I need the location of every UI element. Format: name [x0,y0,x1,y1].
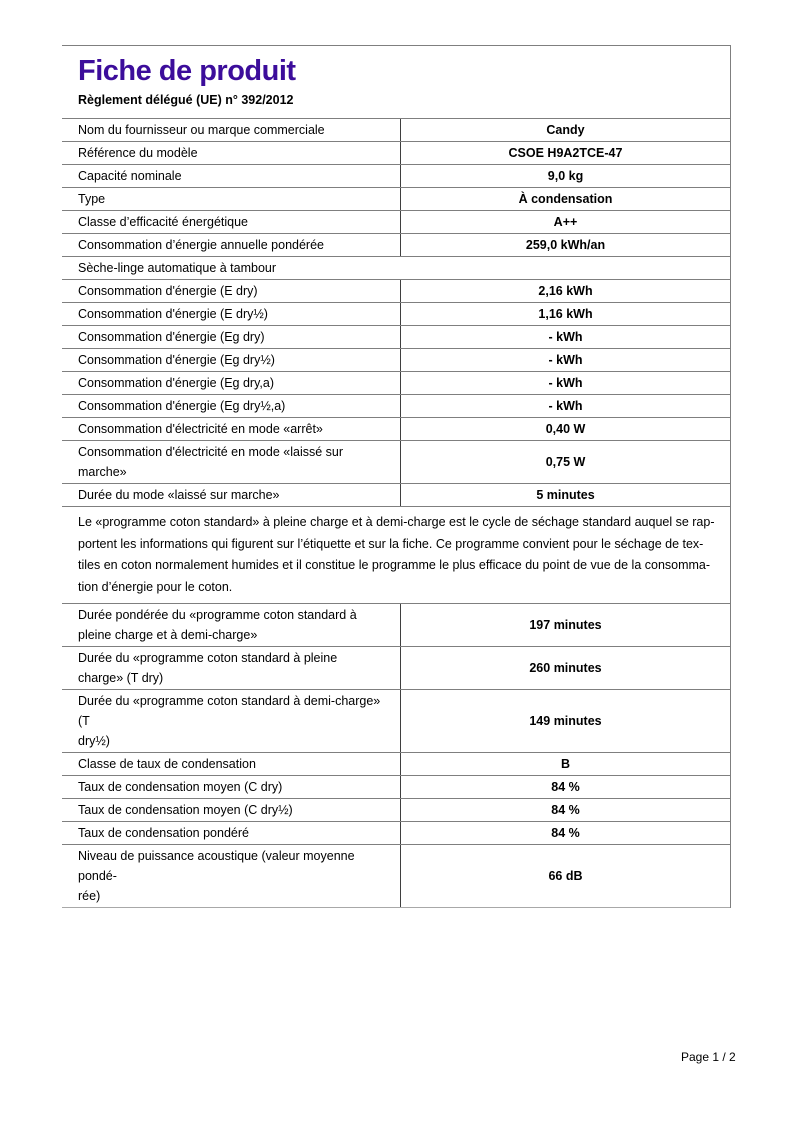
row-label: Consommation d’énergie annuelle pondérée [62,234,401,256]
row-label: Consommation d'électricité en mode «lais… [62,441,401,483]
row-label: Consommation d'énergie (E dry) [62,280,401,302]
row-label: Taux de condensation pondéré [62,822,401,844]
page-number: Page 1 / 2 [681,1050,736,1064]
row-value: 2,16 kWh [538,284,593,298]
row-label: Nom du fournisseur ou marque commerciale [62,119,401,141]
row-value: Candy [546,123,585,137]
row-value: 84 % [551,826,580,840]
row-label: Consommation d'énergie (Eg dry½,a) [62,395,401,417]
table-row: Nom du fournisseur ou marque commerciale… [62,119,730,142]
row-label: Consommation d'énergie (Eg dry) [62,326,401,348]
table-row: Durée du mode «laissé sur marche» 5 minu… [62,484,730,507]
table-row: Consommation d'énergie (E dry½) 1,16 kWh [62,303,730,326]
row-label: Niveau de puissance acoustique (valeur m… [62,845,401,907]
row-value: 1,16 kWh [538,307,593,321]
table-row: Classe de taux de condensation B [62,753,730,776]
row-value: 0,75 W [545,455,586,469]
row-label: Classe de taux de condensation [62,753,401,775]
row-value: CSOE H9A2TCE-47 [508,146,623,160]
row-label: Durée du «programme coton standard à ple… [62,647,401,689]
table-row: Taux de condensation pondéré 84 % [62,822,730,845]
standard-programme-note: Le «programme coton standard» à pleine c… [62,507,730,604]
table-row: Capacité nominale 9,0 kg [62,165,730,188]
row-value: - kWh [548,330,583,344]
row-value: À condensation [518,192,613,206]
row-label: Consommation d'énergie (Eg dry,a) [62,372,401,394]
row-label: Consommation d'énergie (E dry½) [62,303,401,325]
table-row: Consommation d'électricité en mode «lais… [62,441,730,484]
row-label: Durée du «programme coton standard à dem… [62,690,401,752]
row-label: Référence du modèle [62,142,401,164]
table-row: Consommation d'électricité en mode «arrê… [62,418,730,441]
table-row: Consommation d'énergie (Eg dry½,a) - kWh [62,395,730,418]
row-value: - kWh [548,399,583,413]
row-value: 84 % [551,803,580,817]
row-label: Classe d’efficacité énergétique [62,211,401,233]
fiche-header: Fiche de produit Règlement délégué (UE) … [62,46,730,119]
row-value: 197 minutes [529,618,602,632]
row-value: 259,0 kWh/an [525,238,606,252]
table-row: Classe d’efficacité énergétique A++ [62,211,730,234]
row-label: Durée du mode «laissé sur marche» [62,484,401,506]
page-title: Fiche de produit [78,55,296,87]
table-row: Type À condensation [62,188,730,211]
row-value: 0,40 W [545,422,586,436]
row-label: Consommation d'électricité en mode «arrê… [62,418,401,440]
table-row: Taux de condensation moyen (C dry) 84 % [62,776,730,799]
row-value: 66 dB [548,869,583,883]
regulation-subtitle: Règlement délégué (UE) n° 392/2012 [78,93,294,107]
row-label: Durée pondérée du «programme coton stand… [62,604,401,646]
row-value: 260 minutes [529,661,602,675]
table-row: Consommation d'énergie (Eg dry) - kWh [62,326,730,349]
row-value: 149 minutes [529,714,602,728]
section-row: Sèche-linge automatique à tambour [62,257,730,280]
row-value: 9,0 kg [547,169,584,183]
table-row: Consommation d’énergie annuelle pondérée… [62,234,730,257]
row-value: 5 minutes [536,488,595,502]
table-row: Référence du modèle CSOE H9A2TCE-47 [62,142,730,165]
row-label: Taux de condensation moyen (C dry) [62,776,401,798]
table-row: Durée du «programme coton standard à dem… [62,690,730,753]
table-row: Consommation d'énergie (E dry) 2,16 kWh [62,280,730,303]
product-fiche: Fiche de produit Règlement délégué (UE) … [62,45,731,908]
row-value: A++ [553,215,578,229]
table-row: Durée du «programme coton standard à ple… [62,647,730,690]
row-value: - kWh [548,353,583,367]
row-label: Consommation d'énergie (Eg dry½) [62,349,401,371]
table-row: Niveau de puissance acoustique (valeur m… [62,845,730,908]
row-label: Capacité nominale [62,165,401,187]
table-row: Taux de condensation moyen (C dry½) 84 % [62,799,730,822]
table-row: Durée pondérée du «programme coton stand… [62,604,730,647]
table-row: Consommation d'énergie (Eg dry½) - kWh [62,349,730,372]
row-value: - kWh [548,376,583,390]
row-label: Type [62,188,401,210]
table-row: Consommation d'énergie (Eg dry,a) - kWh [62,372,730,395]
row-value: B [560,757,571,771]
row-value: 84 % [551,780,580,794]
row-label: Taux de condensation moyen (C dry½) [62,799,401,821]
